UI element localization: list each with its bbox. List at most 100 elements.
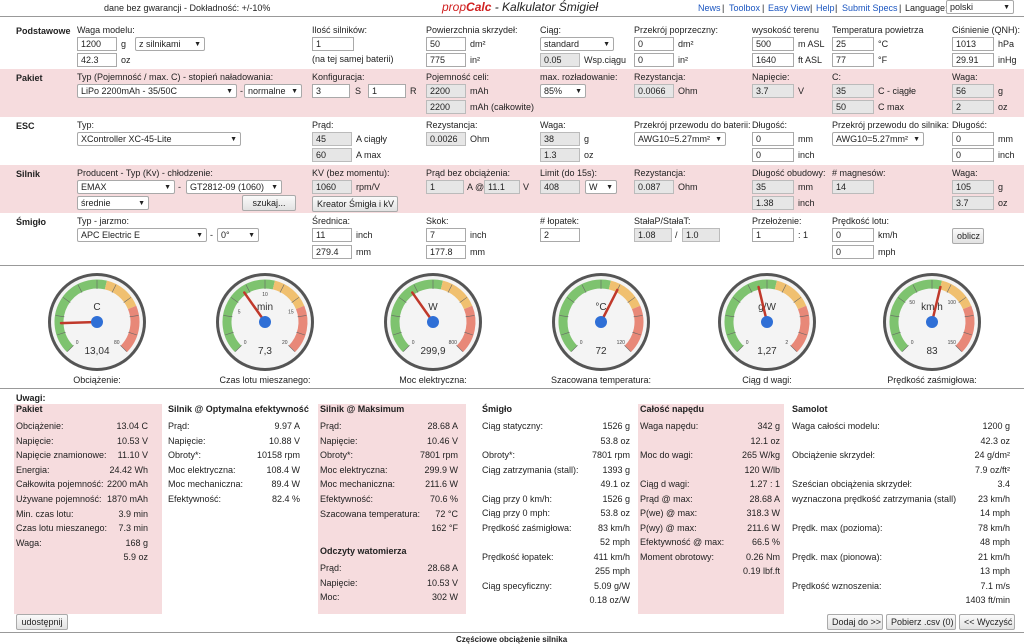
add-button[interactable]: Dodaj do >> (827, 614, 883, 630)
weight-label: Waga: (952, 168, 978, 178)
motor-model-select[interactable]: GT2812-09 (1060) ▼ (186, 180, 282, 194)
share-button[interactable]: udostępnij (16, 614, 68, 630)
limit-unit-select[interactable]: W ▼ (585, 180, 617, 194)
esc-resistance[interactable]: 0.0026 (426, 132, 466, 146)
gauge-unit: W (428, 302, 438, 313)
blades-input[interactable]: 2 (540, 228, 580, 242)
kv-input[interactable]: 1060 (312, 180, 352, 194)
capacity-total: 2200 (426, 100, 466, 114)
cross-in-input[interactable]: 0 (634, 53, 674, 67)
link-toolbox[interactable]: Toolbox (729, 3, 761, 13)
cells-s-input[interactable]: 3 (312, 84, 350, 98)
weight-oz-input[interactable]: 42.3 (77, 53, 117, 67)
prop-type-select[interactable]: APC Electric E ▼ (77, 228, 207, 242)
clear-button[interactable]: << Wyczyść (959, 614, 1015, 630)
motor-wire-mm[interactable]: 0 (952, 132, 994, 146)
language-select[interactable]: polski ▼ (946, 0, 1014, 14)
battery-resistance[interactable]: 0.0066 (634, 84, 674, 98)
result-value: 1403 ft/min (965, 595, 1010, 605)
drag-coef-input[interactable]: 0.05 (540, 53, 580, 67)
link-submit-specs[interactable]: Submit Specs (842, 3, 898, 13)
motors-input[interactable]: 1 (312, 37, 354, 51)
motor-weight-g[interactable]: 105 (952, 180, 994, 194)
unit-label: mm (798, 134, 813, 144)
discharge-select[interactable]: 85% ▼ (540, 84, 586, 98)
weight-g-input[interactable]: 1200 (77, 37, 117, 51)
case-length-mm[interactable]: 35 (752, 180, 794, 194)
battery-wire-select[interactable]: AWG10=5.27mm² ▼ (634, 132, 726, 146)
result-label: Ciąg przy 0 mph: (482, 508, 551, 518)
motor-search-button[interactable]: szukaj... (242, 195, 296, 211)
alt-ft-input[interactable]: 1640 (752, 53, 794, 67)
results-airplane: Samolot Waga całości modelu: 1200 g 42.3 oz… (790, 404, 1016, 614)
speed-kmh-input[interactable]: 0 (832, 228, 874, 242)
gear-ratio-input[interactable]: 1 (752, 228, 794, 242)
calculate-button[interactable]: oblicz (952, 228, 984, 244)
battery-wire-inch[interactable]: 0 (752, 148, 794, 162)
weight-mode-select[interactable]: z silnikami ▼ (135, 37, 205, 51)
wing-dm-input[interactable]: 50 (426, 37, 466, 51)
cell-voltage[interactable]: 3.7 (752, 84, 794, 98)
charge-state-select[interactable]: normalne ▼ (244, 84, 302, 98)
power-limit[interactable]: 408 (540, 180, 580, 194)
cells-p-input[interactable]: 1 (368, 84, 406, 98)
esc-weight-g[interactable]: 38 (540, 132, 580, 146)
noload-current[interactable]: 1 (426, 180, 464, 194)
esc-type-select[interactable]: XController XC-45-Lite ▼ (77, 132, 241, 146)
noload-voltage[interactable]: 11.1 (484, 180, 520, 194)
motor-weight-oz[interactable]: 3.7 (952, 196, 994, 210)
pitch-inch[interactable]: 7 (426, 228, 466, 242)
yoke-select[interactable]: 0° ▼ (217, 228, 259, 242)
result-label: Prędkość wznoszenia: (792, 580, 882, 591)
result-value: 2200 mAh (106, 479, 148, 490)
ct-input[interactable]: 1.0 (682, 228, 720, 242)
motor-maker-select[interactable]: EMAX ▼ (77, 180, 175, 194)
cross-dm-input[interactable]: 0 (634, 37, 674, 51)
diameter-mm[interactable]: 279.4 (312, 245, 352, 259)
wing-in-input[interactable]: 775 (426, 53, 466, 67)
alt-m-input[interactable]: 500 (752, 37, 794, 51)
gauge-needle (411, 291, 435, 324)
result-label: Napięcie: (320, 435, 358, 446)
motor-resistance[interactable]: 0.087 (634, 180, 674, 194)
temp-c-input[interactable]: 25 (832, 37, 874, 51)
result-value: 1526 g (602, 493, 630, 504)
motor-wire-select[interactable]: AWG10=5.27mm² ▼ (832, 132, 924, 146)
pitch-mm[interactable]: 177.8 (426, 245, 466, 259)
battery-weight-g[interactable]: 56 (952, 84, 994, 98)
case-length-inch[interactable]: 1.38 (752, 196, 794, 210)
download-csv-button[interactable]: Pobierz .csv (0) (886, 614, 956, 630)
temp-f-input[interactable]: 77 (832, 53, 874, 67)
unit-label: mm (470, 247, 485, 257)
drag-select[interactable]: standard ▼ (540, 37, 614, 51)
diameter-inch[interactable]: 11 (312, 228, 352, 242)
unit-label: A @ (467, 182, 485, 192)
esc-current-max[interactable]: 60 (312, 148, 352, 162)
divider (0, 388, 1024, 389)
prop-kv-wizard-button[interactable]: Kreator Śmigła i kV (312, 196, 398, 212)
esc-weight-oz[interactable]: 1.3 (540, 148, 580, 162)
capacity-input[interactable]: 2200 (426, 84, 466, 98)
esc-current-cont[interactable]: 45 (312, 132, 352, 146)
motor-wire-inch[interactable]: 0 (952, 148, 994, 162)
cp-input[interactable]: 1.08 (634, 228, 672, 242)
gauge-tick-label: 10 (262, 292, 268, 298)
magnets-input[interactable]: 14 (832, 180, 874, 194)
bottom-note: Częściowe obciążenie silnika (456, 635, 568, 644)
press-inhg-input[interactable]: 29.91 (952, 53, 994, 67)
battery-type-select[interactable]: LiPo 2200mAh - 35/50C ▼ (77, 84, 237, 98)
press-hpa-input[interactable]: 1013 (952, 37, 994, 51)
result-value: 265 W/kg (741, 450, 780, 460)
link-help[interactable]: Help (816, 3, 835, 13)
gauge: 0 2 g/W 1,27 (717, 272, 817, 372)
result-value: 82.4 % (271, 494, 300, 504)
cooling-select[interactable]: średnie ▼ (77, 196, 149, 210)
battery-weight-oz[interactable]: 2 (952, 100, 994, 114)
battery-wire-mm[interactable]: 0 (752, 132, 794, 146)
c-cont-input[interactable]: 35 (832, 84, 874, 98)
speed-mph-input[interactable]: 0 (832, 245, 874, 259)
result-value: 52 mph (599, 537, 630, 547)
link-news[interactable]: News (698, 3, 721, 13)
c-max-input[interactable]: 50 (832, 100, 874, 114)
link-easy-view[interactable]: Easy View (768, 3, 810, 13)
